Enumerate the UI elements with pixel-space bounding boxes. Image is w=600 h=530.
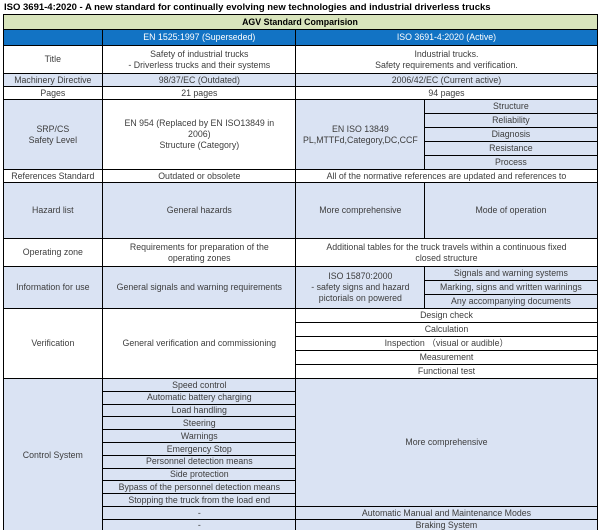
row-srp-cs: SRP/CS Safety Level EN 954 (Replaced by … xyxy=(2,99,598,170)
cell-hazard-new-left: More comprehensive xyxy=(295,182,426,239)
cell-verification-item-2: Inspection （visual or audible） xyxy=(295,336,598,351)
cell-control-old-1: Automatic battery charging xyxy=(102,390,297,405)
cell-title-new: Industrial trucks. Safety requirements a… xyxy=(295,45,598,74)
row-srp-sub: Reliability xyxy=(3,113,598,128)
cell-references-new: All of the normative references are upda… xyxy=(295,169,598,183)
cell-info-item-2: Any accompanying documents xyxy=(424,294,598,309)
cell-machinery-old: 98/37/EC (Outdated) xyxy=(102,73,297,87)
cell-title-old: Safety of industrial trucks - Driverless… xyxy=(102,45,297,74)
row-verification: Verification General verification and co… xyxy=(2,308,598,379)
row-control-sub: Load handling xyxy=(3,403,597,418)
cell-control-old-6: Personnel detection means xyxy=(102,454,297,469)
row-operating-label: Operating zone xyxy=(2,238,104,267)
row-title-label: Title xyxy=(2,45,104,74)
cell-machinery-new: 2006/42/EC (Current active) xyxy=(295,73,598,87)
row-control-system: Control System Speed control More compre… xyxy=(2,378,598,530)
cell-control-old-10: - xyxy=(102,505,297,520)
cell-control-old-5: Emergency Stop xyxy=(102,441,297,456)
row-references-label: References Standard xyxy=(2,169,104,183)
cell-operating-old: Requirements for preparation of the oper… xyxy=(102,238,297,267)
cell-control-old-8: Bypass of the personnel detection means xyxy=(102,480,297,495)
row-machinery-directive: Machinery Directive 98/37/EC (Outdated) … xyxy=(2,73,598,87)
row-operating-zone: Operating zone Requirements for preparat… xyxy=(2,238,598,267)
cell-verification-item-0: Design check xyxy=(295,308,598,323)
row-pages-label: Pages xyxy=(2,86,104,100)
page-title: ISO 3691-4:2020 - A new standard for con… xyxy=(4,2,491,13)
cell-verification-old: General verification and commissioning xyxy=(102,308,297,379)
row-control-sub: Bypass of the personnel detection means xyxy=(3,480,597,495)
row-hazard-label: Hazard list xyxy=(2,182,104,239)
cell-pages-old: 21 pages xyxy=(102,86,297,100)
comparison-table: AGV Standard Comparision EN 1525:1997 (S… xyxy=(2,14,598,530)
cell-srp-old: EN 954 (Replaced by EN ISO13849 in 2006)… xyxy=(102,99,297,170)
header-empty-cell xyxy=(2,29,104,46)
cell-control-old-4: Warnings xyxy=(102,429,297,443)
cell-info-item-1: Marking, signs and written warinings xyxy=(424,280,598,295)
row-pages: Pages 21 pages 94 pages xyxy=(2,86,598,100)
row-control-sub: - Braking System xyxy=(3,518,598,530)
cell-srp-aspect-2: Diagnosis xyxy=(424,127,598,142)
cell-srp-aspect-0: Structure xyxy=(424,99,598,114)
cell-info-new-main: ISO 15870:2000 - safety signs and hazard… xyxy=(295,266,426,309)
cell-control-old-3: Steering xyxy=(102,416,297,431)
cell-operating-new: Additional tables for the truck travels … xyxy=(295,238,598,267)
cell-control-old-7: Side protection xyxy=(102,467,297,482)
row-references-standard: References Standard Outdated or obsolete… xyxy=(2,169,598,183)
row-verification-sub: Functional test xyxy=(3,364,598,379)
cell-srp-new-main: EN ISO 13849 PL,MTTFd,Category,DC,CCF xyxy=(295,99,426,170)
table-caption: AGV Standard Comparision xyxy=(2,14,598,30)
row-info-sub: Marking, signs and written warinings xyxy=(3,280,598,295)
row-control-sub: Personnel detection means xyxy=(3,454,597,469)
row-srp-sub: Diagnosis xyxy=(3,127,598,142)
cell-control-new-main: More comprehensive xyxy=(295,378,598,507)
cell-references-old: Outdated or obsolete xyxy=(102,169,297,183)
row-srp-label: SRP/CS Safety Level xyxy=(2,99,104,170)
row-machinery-label: Machinery Directive xyxy=(2,73,104,87)
cell-control-new-1: Braking System xyxy=(295,518,598,530)
row-control-sub: Warnings xyxy=(3,429,597,443)
cell-verification-item-3: Measurement xyxy=(295,350,598,365)
cell-control-old-9: Stopping the truck from the load end xyxy=(102,493,297,507)
row-verification-sub: Inspection （visual or audible） xyxy=(3,336,598,351)
row-control-sub: Stopping the truck from the load end xyxy=(3,493,597,507)
cell-control-new-0: Automatic Manual and Maintenance Modes xyxy=(295,505,598,520)
cell-info-item-0: Signals and warning systems xyxy=(424,266,598,281)
caption-row: AGV Standard Comparision xyxy=(2,14,598,30)
cell-verification-item-4: Functional test xyxy=(295,364,598,379)
row-title: Title Safety of industrial trucks - Driv… xyxy=(2,45,598,74)
cell-srp-aspect-1: Reliability xyxy=(424,113,598,128)
cell-hazard-old: General hazards xyxy=(102,182,297,239)
col-header-old: EN 1525:1997 (Superseded) xyxy=(102,29,297,46)
row-control-label: Control System xyxy=(2,378,104,530)
row-info-label: Information for use xyxy=(2,266,104,309)
row-control-sub: Automatic battery charging xyxy=(3,390,597,405)
row-control-sub: Side protection xyxy=(3,467,597,482)
row-hazard-list: Hazard list General hazards More compreh… xyxy=(2,182,598,239)
cell-srp-aspect-4: Process xyxy=(424,155,598,170)
cell-control-old-0: Speed control xyxy=(102,378,297,392)
cell-hazard-new-right: Mode of operation xyxy=(424,182,598,239)
cell-verification-item-1: Calculation xyxy=(295,322,598,337)
row-control-sub: - Automatic Manual and Maintenance Modes xyxy=(3,505,598,520)
cell-control-old-2: Load handling xyxy=(102,403,297,418)
cell-info-old: General signals and warning requirements xyxy=(102,266,297,309)
row-verification-label: Verification xyxy=(2,308,104,379)
header-row: EN 1525:1997 (Superseded) ISO 3691-4:202… xyxy=(2,29,598,46)
row-information-for-use: Information for use General signals and … xyxy=(2,266,598,309)
cell-pages-new: 94 pages xyxy=(295,86,598,100)
col-header-new: ISO 3691-4:2020 (Active) xyxy=(295,29,598,46)
cell-control-old-11: - xyxy=(102,518,297,530)
cell-srp-aspect-3: Resistance xyxy=(424,141,598,156)
